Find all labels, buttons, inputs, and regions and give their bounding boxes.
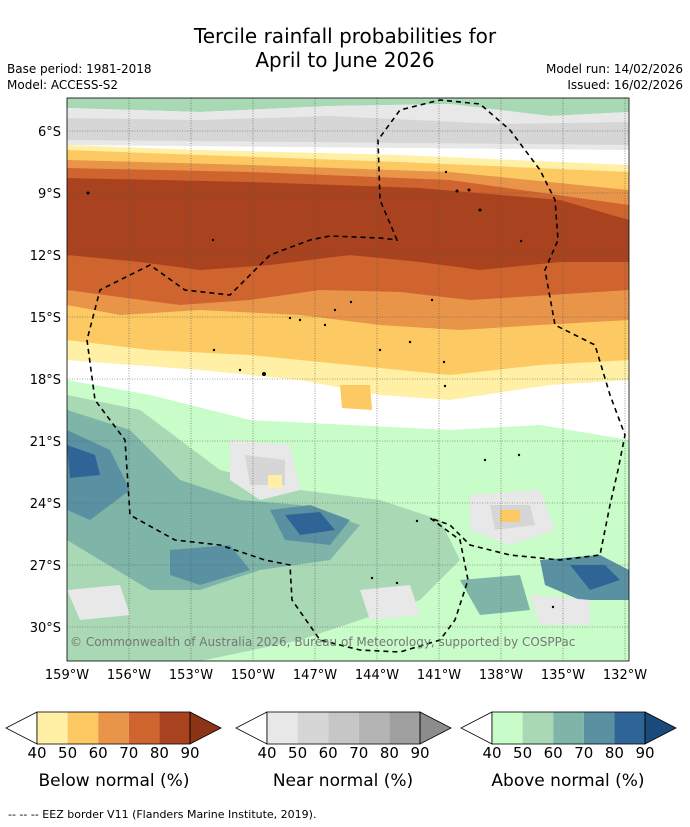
copyright-text: © Commonwealth of Australia 2026, Bureau… [70, 635, 575, 649]
colorbar-tick-label: 70 [574, 744, 594, 762]
lat-label: 30°S [30, 621, 61, 636]
lat-label: 21°S [30, 435, 61, 450]
lon-label: 135°W [541, 668, 585, 683]
colorbar-tick-label: 50 [513, 744, 533, 762]
lat-label: 12°S [30, 249, 61, 264]
base-period: Base period: 1981-2018 [7, 62, 152, 76]
lon-label: 132°W [603, 668, 647, 683]
colorbar-under-arrow [460, 711, 493, 745]
colorbar-tick-label: 40 [27, 744, 47, 762]
lon-label: 150°W [231, 668, 275, 683]
colorbar-frame [36, 711, 191, 745]
colorbar-frame [491, 711, 646, 745]
colorbar-tick-label: 70 [119, 744, 139, 762]
colorbar-tick-label: 90 [180, 744, 200, 762]
map-frame [66, 97, 630, 662]
lon-label: 141°W [417, 668, 461, 683]
colorbar-swatch [297, 712, 329, 744]
colorbar-under-arrow [235, 711, 268, 745]
map-fill: © Commonwealth of Australia 2026, Bureau… [67, 98, 629, 661]
colorbar-above [460, 711, 677, 745]
colorbar-swatch [328, 712, 359, 744]
lon-label: 144°W [355, 668, 399, 683]
colorbar-swatch [389, 712, 420, 744]
colorbar-near [235, 711, 452, 745]
colorbar-tick-label: 80 [604, 744, 624, 762]
title-line-1: Tercile rainfall probabilities for [193, 24, 497, 48]
colorbar-tick-label: 90 [410, 744, 430, 762]
colorbar-over-arrow [189, 711, 222, 745]
near-normal-label: Near normal (%) [272, 771, 414, 791]
colorbar-tick-label: 90 [635, 744, 655, 762]
colorbar-tick-label: 40 [482, 744, 502, 762]
colorbar-over-arrow [419, 711, 452, 745]
colorbar-below [5, 711, 222, 745]
longitude-axis: 159°W 156°W 153°W 150°W 147°W 144°W 141°W 138°W… [45, 668, 647, 683]
lat-label: 18°S [30, 373, 61, 388]
colorbar-swatch [522, 712, 554, 744]
lat-label: 9°S [38, 187, 61, 202]
colorbars [5, 711, 677, 745]
lat-label: 24°S [30, 497, 61, 512]
lat-label: 6°S [38, 125, 61, 140]
colorbar-under-arrow [5, 711, 38, 745]
colorbar-tick-label: 40 [257, 744, 277, 762]
colorbar-tick-label: 60 [543, 744, 563, 762]
eez-border [86, 99, 626, 653]
colorbar-tick-label: 80 [149, 744, 169, 762]
colorbar-swatch [67, 712, 99, 744]
title-line-2: April to June 2026 [255, 48, 435, 72]
lon-label: 147°W [293, 668, 337, 683]
colorbar-tick-label: 50 [58, 744, 78, 762]
colorbar-over-arrow [644, 711, 677, 745]
colorbar-swatch [492, 712, 523, 744]
above-normal-label: Above normal (%) [491, 771, 645, 791]
colorbar-tick-label: 70 [349, 744, 369, 762]
colorbar-swatch [267, 712, 298, 744]
colorbar-swatch [128, 712, 160, 744]
colorbar-swatch [614, 712, 645, 744]
lon-label: 159°W [45, 668, 89, 683]
colorbar-swatch [553, 712, 584, 744]
below-normal-label: Below normal (%) [38, 771, 190, 791]
lat-label: 15°S [30, 311, 61, 326]
colorbar-tick-label: 50 [288, 744, 308, 762]
lon-label: 138°W [479, 668, 523, 683]
eez-legend-text: -- -- -- EEZ border V11 (Flanders Marine… [8, 808, 317, 821]
colorbar-swatch [159, 712, 190, 744]
colorbar-swatch [37, 712, 68, 744]
colorbar-swatch [98, 712, 129, 744]
colorbar-tick-label: 60 [318, 744, 338, 762]
forecast-map: © Commonwealth of Australia 2026, Bureau… [30, 97, 647, 683]
model-run: Model run: 14/02/2026 [545, 62, 683, 76]
colorbar-swatch [358, 712, 390, 744]
colorbar-swatch [583, 712, 615, 744]
model-name: Model: ACCESS-S2 [7, 78, 119, 92]
colorbar-frame [266, 711, 421, 745]
colorbar-tick-label: 60 [88, 744, 108, 762]
lon-label: 156°W [107, 668, 151, 683]
lon-label: 153°W [169, 668, 213, 683]
colorbar-tick-label: 80 [379, 744, 399, 762]
latitude-axis: 6°S 9°S 12°S 15°S 18°S 21°S 24°S 27°S 30°S [30, 125, 61, 636]
lat-label: 27°S [30, 559, 61, 574]
issued-date: Issued: 16/02/2026 [567, 78, 683, 92]
